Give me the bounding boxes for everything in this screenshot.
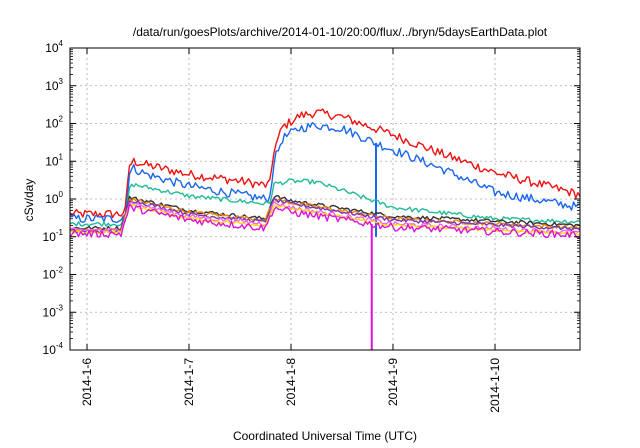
ticks: 10-4 10-3 10-2 10-1 100 101 102 103 104 2014-1-6 2… (43, 39, 580, 413)
series-line-6 (69, 197, 581, 234)
x-axis-label: Coordinated Universal Time (UTC) (233, 429, 417, 443)
series-line-2 (69, 122, 581, 224)
series-line-1 (69, 108, 581, 219)
x-tick-label: 2014-1-6 (80, 358, 94, 406)
y-axis-label: cSv/day (22, 179, 36, 222)
y-tick-label: 102 (45, 115, 63, 131)
y-tick-label: 10-2 (43, 266, 64, 282)
y-tick-label: 10-1 (43, 228, 64, 244)
x-tick-label: 2014-1-7 (182, 358, 196, 406)
y-tick-label: 104 (45, 39, 63, 55)
grid (70, 48, 580, 350)
y-tick-label: 101 (45, 152, 63, 168)
chart-title: /data/run/goesPlots/archive/2014-01-10/2… (133, 25, 548, 39)
series-line-7 (69, 200, 581, 235)
series-line-3 (69, 178, 581, 227)
y-tick-label: 103 (45, 77, 63, 93)
y-tick-label: 10-3 (43, 303, 64, 319)
series-layer (69, 108, 581, 350)
x-tick-label: 2014-1-9 (386, 358, 400, 406)
y-tick-label: 100 (45, 190, 63, 206)
x-tick-label: 2014-1-8 (284, 358, 298, 406)
series-line-9 (69, 203, 581, 239)
y-tick-label: 10-4 (43, 341, 64, 357)
x-tick-label: 2014-1-10 (488, 358, 502, 413)
